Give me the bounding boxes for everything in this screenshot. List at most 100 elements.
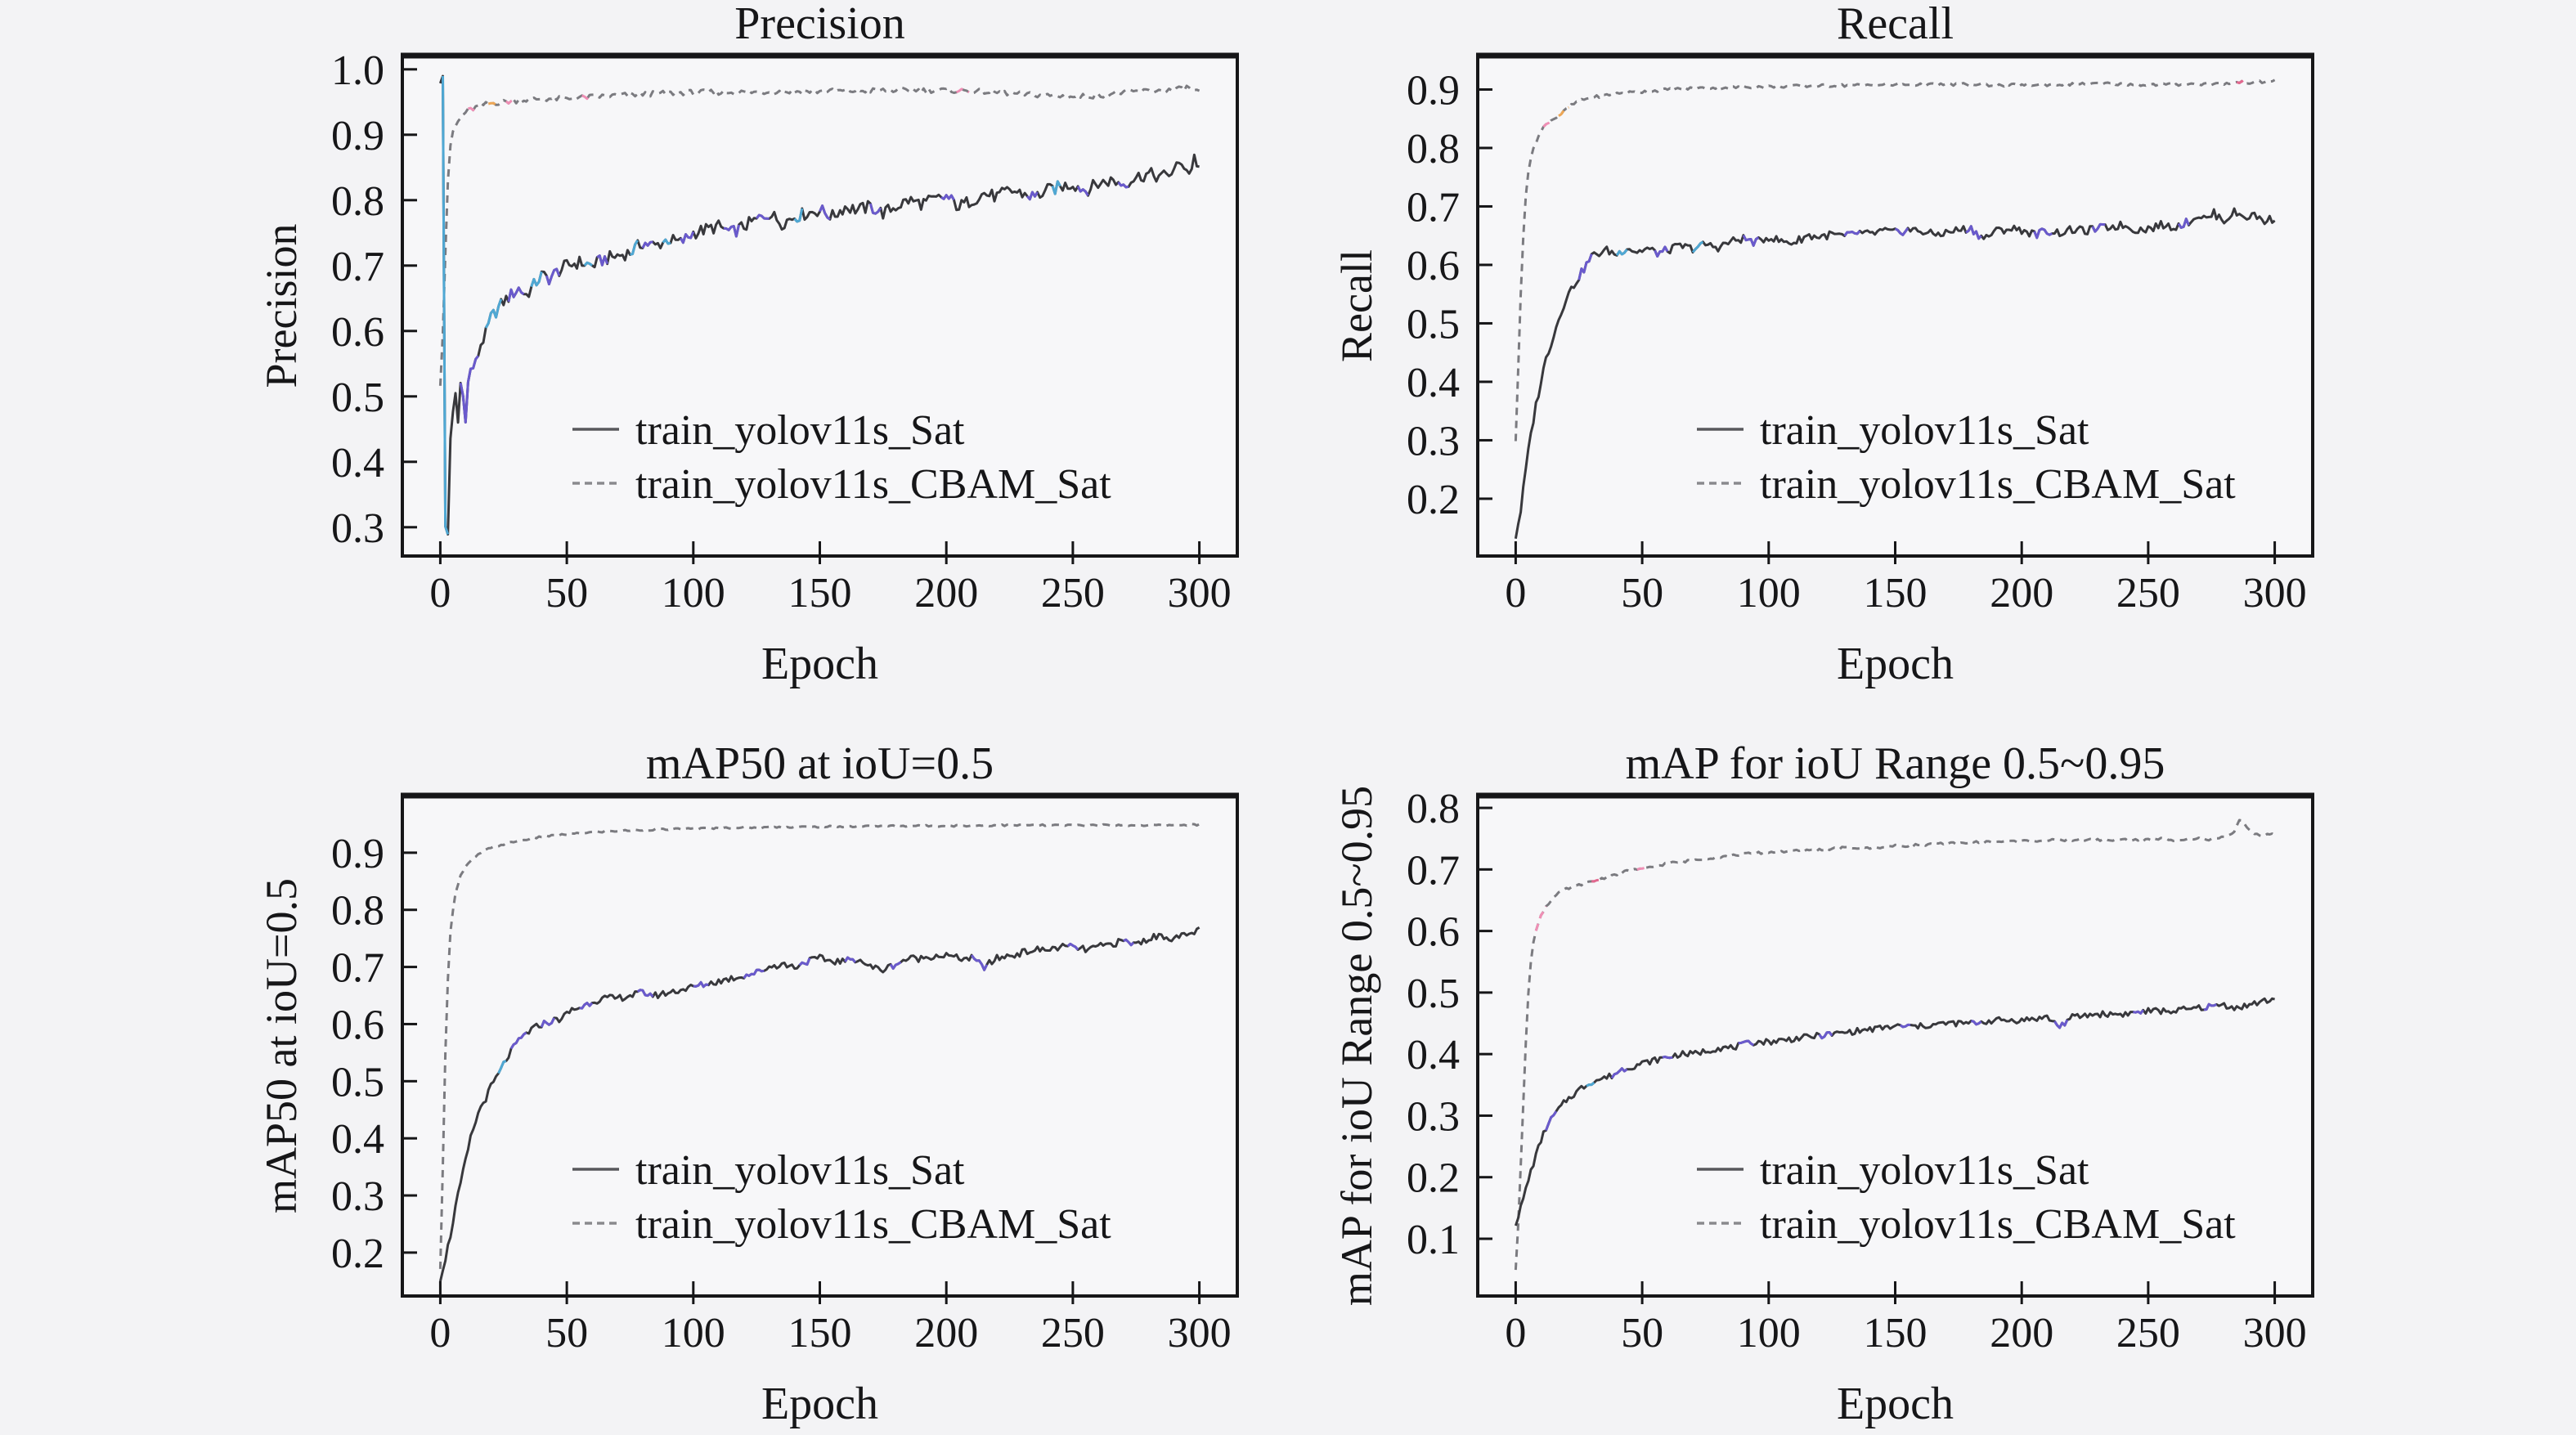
legend-label: train_yolov11s_Sat <box>1760 1147 2089 1194</box>
series-train_yolov11s_Sat-accent-purple <box>1818 1031 1833 1040</box>
chart-cell-map50-95: 0.1 0.2 0.3 0.4 0.5 0.6 0.7 0.8 0 50 100 150 200 250 3… <box>1288 718 2576 1435</box>
series-train_yolov11s_Sat-accent-purple <box>798 957 811 966</box>
series-train_yolov11s_Sat-accent-purple <box>1066 942 1079 951</box>
series-train_yolov11s_Sat-accent-cyan <box>497 1060 507 1074</box>
series-train_yolov11s_CBAM_Sat-line <box>438 84 1200 386</box>
series-train_yolov11s_Sat-accent-purple <box>540 1017 555 1028</box>
x-tick-label: 250 <box>1041 1310 1105 1357</box>
x-tick-label: 300 <box>2243 570 2307 617</box>
legend-label: train_yolov11s_CBAM_Sat <box>1760 1201 2236 1248</box>
series-train_yolov11s_Sat-accent-purple <box>1654 245 1669 258</box>
series-train_yolov11s_Sat-accent-cyan <box>1691 240 1704 253</box>
chart-recall: 0.2 0.3 0.4 0.5 0.6 0.7 0.8 0.9 0 50 100 150 200 250 3… <box>1332 0 2314 689</box>
x-tick-label: 50 <box>545 1310 588 1357</box>
x-tick-label: 0 <box>429 570 451 617</box>
series-train_yolov11s_CBAM_Sat-accent-pink <box>505 98 514 105</box>
series-train_yolov11s_Sat-accent-purple <box>1899 1023 1911 1029</box>
y-tick-label: 0.5 <box>331 1059 384 1105</box>
x-tick-label: 150 <box>788 1310 852 1357</box>
series-train_yolov11s_Sat-accent-purple <box>2033 227 2053 240</box>
y-axis-label: mAP50 at ioU=0.5 <box>257 878 306 1213</box>
plot-area <box>1478 56 2313 556</box>
y-tick-label: 0.4 <box>331 1116 384 1163</box>
y-tick-label: 0.3 <box>331 1173 384 1220</box>
series-train_yolov11s_Sat-accent-purple <box>679 231 695 244</box>
y-tick-label: 0.6 <box>331 1002 384 1048</box>
series-train_yolov11s_Sat-accent-purple <box>1545 1110 1558 1132</box>
series-train_yolov11s_Sat-accent-purple <box>819 204 831 221</box>
series-train_yolov11s_Sat-accent-purple <box>940 194 955 201</box>
legend-label: train_yolov11s_Sat <box>1760 407 2089 454</box>
series-train_yolov11s_CBAM_Sat-accent-pink <box>581 93 593 101</box>
chart-title: mAP for ioU Range 0.5~0.95 <box>1626 738 2165 789</box>
series-train_yolov11s_Sat-accent-purple <box>743 968 765 980</box>
series-train_yolov11s_CBAM_Sat-accent-pink <box>468 104 479 112</box>
y-tick-label: 0.3 <box>1407 1093 1460 1140</box>
y-tick-label: 0.3 <box>1407 418 1460 464</box>
y-axis-label: mAP for ioU Range 0.5~0.95 <box>1332 786 1381 1306</box>
series-train_yolov11s_Sat-accent-purple <box>459 355 479 424</box>
x-tick-label: 100 <box>1737 1310 1801 1357</box>
y-tick-label: 0.4 <box>1407 1032 1460 1078</box>
series-train_yolov11s_Sat-accent-cyan <box>793 208 804 223</box>
legend-label: train_yolov11s_CBAM_Sat <box>635 1201 1111 1248</box>
series-train_yolov11s_Sat-accent-purple <box>636 989 654 998</box>
chart-cell-precision: 0.3 0.4 0.5 0.6 0.7 0.8 0.9 1.0 0 50 100 150 200 250 3… <box>0 0 1288 717</box>
series-train_yolov11s_CBAM_Sat-accent-pink <box>1542 119 1552 128</box>
y-tick-label: 0.8 <box>331 888 384 935</box>
series-train_yolov11s_CBAM_Sat-accent-pink <box>1534 905 1547 931</box>
legend-label: train_yolov11s_Sat <box>635 1147 965 1194</box>
chart-map50: 0.2 0.3 0.4 0.5 0.6 0.7 0.8 0.9 0 50 100 150 200 250 3… <box>257 738 1239 1429</box>
series-train_yolov11s_Sat-accent-cyan <box>484 298 503 329</box>
series-train_yolov11s_Sat-accent-purple <box>1965 225 1982 240</box>
y-tick-label: 0.5 <box>331 374 384 421</box>
x-tick-label: 150 <box>1864 1310 1928 1357</box>
x-tick-label: 300 <box>2243 1310 2307 1357</box>
series-train_yolov11s_Sat-accent-purple <box>2133 1009 2144 1015</box>
series-train_yolov11s_Sat-accent-purple <box>889 961 902 970</box>
x-tick-label: 0 <box>1505 1310 1526 1357</box>
x-tick-label: 0 <box>1505 570 1526 617</box>
y-tick-label: 0.6 <box>1407 243 1460 289</box>
y-tick-label: 0.6 <box>331 309 384 356</box>
chart-title: Precision <box>734 0 904 49</box>
series-train_yolov11s_Sat-accent-purple <box>507 286 525 303</box>
y-tick-label: 0.6 <box>1407 909 1460 956</box>
x-tick-label: 250 <box>1041 570 1105 617</box>
series-train_yolov11s_CBAM_Sat-line <box>1514 78 2276 442</box>
x-tick-label: 100 <box>1737 570 1801 617</box>
chart-precision: 0.3 0.4 0.5 0.6 0.7 0.8 0.9 1.0 0 50 100 150 200 250 3… <box>257 0 1239 689</box>
plot-area <box>402 56 1237 556</box>
series-train_yolov11s_Sat-accent-cyan <box>662 238 671 245</box>
series-train_yolov11s_Sat-accent-purple <box>756 213 770 220</box>
x-axis-label: Epoch <box>1837 1379 1954 1429</box>
y-tick-label: 0.4 <box>1407 360 1460 406</box>
y-tick-label: 0.9 <box>1407 67 1460 114</box>
series-train_yolov11s_Sat-accent-purple <box>1970 1020 1982 1026</box>
series-train_yolov11s_Sat-accent-purple <box>1742 235 1760 247</box>
chart-title: mAP50 at ioU=0.5 <box>646 738 994 789</box>
x-tick-label: 50 <box>1621 1310 1663 1357</box>
x-tick-label: 200 <box>1990 570 2053 617</box>
plot-area <box>1478 796 2313 1296</box>
series-train_yolov11s_Sat-accent-cyan <box>1615 249 1628 257</box>
plot-area <box>402 796 1237 1296</box>
x-tick-label: 150 <box>788 570 852 617</box>
x-tick-label: 200 <box>1990 1310 2053 1357</box>
series-train_yolov11s_Sat-accent-purple <box>509 1031 527 1050</box>
x-tick-label: 150 <box>1864 570 1928 617</box>
series-train_yolov11s_Sat-accent-purple <box>844 956 856 963</box>
series-train_yolov11s_Sat-accent-cyan <box>583 261 593 267</box>
x-axis-label: Epoch <box>1837 639 1954 689</box>
series-train_yolov11s_Sat-accent-purple <box>1123 938 1135 947</box>
series-train_yolov11s_Sat-accent-purple <box>723 224 740 238</box>
y-axis-label: Precision <box>257 224 306 388</box>
series-train_yolov11s_Sat-accent-purple <box>1026 191 1039 201</box>
series-train_yolov11s_Sat-accent-purple <box>2177 217 2190 229</box>
series-train_yolov11s_CBAM_Sat-accent-orange <box>1558 105 1570 118</box>
chart-cell-map50: 0.2 0.3 0.4 0.5 0.6 0.7 0.8 0.9 0 50 100 150 200 250 3… <box>0 718 1288 1435</box>
series-train_yolov11s_Sat-accent-purple <box>1076 186 1089 196</box>
series-train_yolov11s_Sat-accent-cyan <box>1586 1081 1595 1087</box>
y-tick-label: 0.5 <box>1407 301 1460 348</box>
